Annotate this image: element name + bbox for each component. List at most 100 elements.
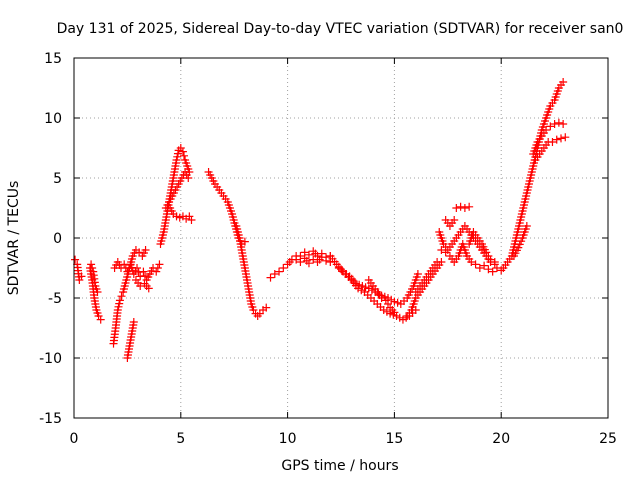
data-point [262, 303, 271, 312]
x-axis-label: GPS time / hours [281, 458, 398, 474]
data-point [450, 216, 459, 224]
data-point [488, 267, 497, 276]
data-point [471, 260, 480, 269]
y-tick-labels: -15 -10 -5 0 5 10 15 [39, 51, 62, 427]
data-point [490, 258, 499, 266]
data-point [460, 204, 469, 212]
x-tick-label: 20 [492, 431, 510, 447]
data-point [546, 122, 555, 131]
data-point [123, 267, 132, 276]
data-point [292, 255, 301, 264]
series-pass-25 [465, 228, 499, 266]
data-point [557, 134, 566, 143]
data-point [322, 256, 331, 265]
data-point [77, 272, 86, 281]
data-point [467, 258, 476, 266]
data-point [480, 261, 489, 270]
x-tick-label: 25 [599, 431, 617, 447]
series-pass-10 [166, 204, 196, 224]
data-point [522, 222, 531, 230]
data-point [88, 264, 97, 272]
data-point [317, 253, 326, 262]
data-point [486, 255, 495, 264]
x-tick-label: 10 [279, 431, 297, 447]
y-axis-label: SDTVAR / TECUs [6, 181, 22, 296]
data-point [296, 258, 305, 266]
series-pass-03 [87, 260, 102, 296]
data-point [270, 270, 279, 278]
data-point [542, 126, 551, 134]
data-point [390, 308, 399, 317]
data-point [475, 264, 484, 272]
x-tick-label: 0 [70, 431, 79, 447]
data-point [484, 265, 493, 274]
data-point [71, 255, 80, 264]
data-point [139, 267, 148, 276]
series-pass-18 [364, 276, 399, 317]
data-point [548, 138, 557, 146]
data-point [552, 135, 561, 144]
series-pass-07 [131, 276, 153, 293]
x-tick-label: 15 [385, 431, 403, 447]
data-point [155, 260, 164, 269]
data-point [304, 259, 313, 268]
data-point [187, 216, 196, 224]
y-tick-label: 0 [53, 231, 62, 247]
series-pass-01 [71, 255, 86, 284]
series-pass-28 [531, 133, 570, 164]
data-point [413, 270, 422, 278]
x-tick-labels: 0 5 10 15 20 25 [70, 431, 617, 447]
data-point [554, 118, 563, 127]
data-point [133, 264, 142, 272]
data-point [153, 264, 162, 272]
data-point [433, 258, 442, 266]
data-point [96, 315, 105, 324]
axis-ticks [73, 57, 609, 419]
data-point [304, 250, 313, 259]
data-point [180, 151, 189, 160]
series-pass-16 [326, 252, 422, 308]
data-point [441, 248, 450, 257]
data-point [184, 174, 193, 182]
data-marks [71, 78, 570, 362]
y-tick-label: 10 [44, 111, 62, 127]
series-pass-27 [529, 118, 568, 158]
data-point [117, 292, 126, 301]
y-tick-label: 15 [44, 51, 62, 67]
data-point [559, 120, 568, 128]
chart-title: Day 131 of 2025, Sidereal Day-to-day VTE… [57, 21, 624, 37]
data-point [456, 202, 465, 211]
data-point [437, 246, 446, 254]
data-point [275, 267, 284, 276]
series-pass-04 [109, 246, 150, 348]
y-tick-label: 5 [53, 171, 62, 187]
data-point [93, 288, 102, 296]
series-pass-05 [110, 258, 164, 284]
data-point [152, 267, 161, 276]
data-point [115, 296, 124, 305]
y-tick-label: -10 [39, 351, 62, 367]
x-tick-label: 5 [176, 431, 185, 447]
data-point [266, 273, 275, 282]
data-point [178, 147, 187, 156]
data-point [87, 260, 96, 269]
data-point [550, 120, 559, 128]
data-point [144, 284, 153, 293]
data-point [377, 294, 386, 302]
data-point [279, 264, 288, 272]
series-pass-20 [411, 258, 442, 296]
series-pass-12 [232, 222, 262, 320]
y-tick-label: -5 [48, 291, 62, 307]
data-point [561, 133, 570, 142]
series-pass-06 [123, 318, 138, 362]
data-point [141, 246, 150, 254]
data-point [129, 318, 138, 326]
data-point [465, 202, 474, 211]
series-pass-29 [510, 222, 531, 260]
data-point [452, 204, 461, 212]
series-pass-13 [255, 303, 271, 318]
data-point [559, 78, 568, 86]
y-tick-label: -15 [39, 411, 62, 427]
